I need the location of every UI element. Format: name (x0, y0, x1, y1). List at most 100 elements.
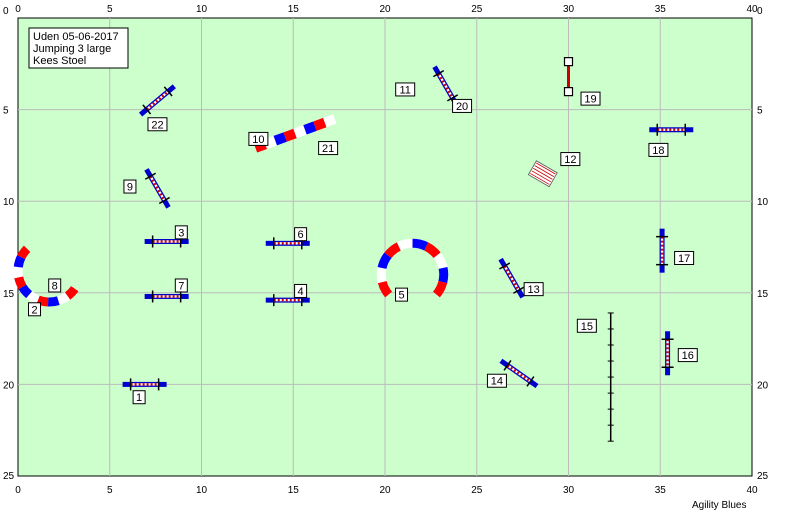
jump-pole-stripe (437, 73, 441, 76)
y-tick-right: 15 (757, 289, 769, 300)
obstacle-number-box (294, 283, 308, 298)
x-tick-bottom: 30 (563, 485, 575, 496)
jump-pole-stripe (161, 94, 165, 98)
jump-pole-stripe (666, 363, 669, 366)
jump-pole-stripe (138, 383, 141, 386)
obstacle-number-text: 15 (581, 321, 593, 333)
obstacle-number-box (677, 348, 698, 363)
jump-pole-stripe (152, 295, 155, 298)
obstacle-number-box (560, 152, 581, 167)
obstacle-number-box (174, 278, 188, 293)
obstacle-number-box (48, 278, 62, 293)
jump-pole-stripe (506, 364, 510, 368)
tunnel-segment (412, 238, 429, 251)
x-tick-top: 40 (746, 4, 758, 15)
jump-pole-stripe (150, 383, 153, 386)
jump-pole-stripe (513, 368, 517, 373)
tire-post (563, 57, 574, 67)
y-tick-right: 25 (757, 471, 769, 482)
obstacle-number-box (123, 179, 137, 194)
y-tick-left: 5 (3, 106, 9, 117)
jump-pole-stripe (510, 366, 514, 370)
jump-obstacle-9 (144, 168, 171, 209)
jump-pole-stripe (681, 128, 684, 131)
jump-pole-stripe (153, 182, 157, 186)
x-tick-bottom: 25 (471, 485, 483, 496)
jump-pole-stripe (273, 298, 276, 302)
course-info-line-3: Kees Stoel (33, 55, 86, 67)
jump-obstacle-1 (122, 378, 167, 391)
tunnel-segment (377, 280, 393, 298)
obstacle-number-text: 17 (678, 253, 690, 265)
obstacle-number-text: 6 (298, 229, 304, 241)
course-info-line-2: Jumping 3 large (33, 43, 111, 55)
jump-pole-stripe (509, 275, 513, 279)
obstacle-number-text: 10 (252, 134, 264, 146)
jump-pole-stripe (156, 295, 159, 298)
obstacle-number-text: 3 (178, 227, 184, 239)
obstacle-number-8: 8 (48, 278, 62, 293)
jump-pole-stripe (660, 244, 664, 247)
obstacle-number-14: 14 (486, 373, 507, 388)
jump-pole-stripe (441, 79, 445, 83)
tunnel-segment (14, 276, 27, 290)
jump-pole-stripe (677, 128, 680, 131)
obstacle-number-box (248, 131, 269, 146)
jump-upright (432, 70, 445, 78)
jump-pole-stripe (159, 192, 163, 196)
jump-pole-stripe (519, 373, 523, 377)
tire-obstacle-19 (563, 57, 574, 97)
jump-pole-stripe (164, 295, 167, 298)
jump-pole-stripe (516, 371, 520, 375)
jump-pole-stripe (661, 128, 664, 131)
weave-obstacle-12 (527, 160, 558, 188)
jump-obstacle-20 (432, 65, 459, 107)
obstacle-number-box (318, 141, 339, 156)
jump-pole-stripe (523, 375, 527, 379)
x-tick-bottom: 35 (655, 485, 667, 496)
y-tick-right: 20 (757, 380, 769, 391)
obstacle-number-7: 7 (174, 278, 188, 293)
obstacle-number-13: 13 (523, 282, 544, 297)
jump-pole-stripe (172, 295, 175, 298)
obstacle-number-text: 19 (584, 94, 596, 106)
obstacle-number-text: 12 (564, 154, 576, 166)
jump-pole-stripe (666, 355, 669, 358)
jump-pole-stripe (513, 282, 517, 286)
tunnel-obstacle-2 (13, 245, 79, 307)
jump-pole-stripe (281, 242, 284, 245)
obstacle-number-text: 18 (652, 145, 664, 157)
jump-pole-stripe (154, 383, 157, 386)
jump-pole-stripe (160, 240, 163, 243)
x-tick-top: 35 (655, 4, 667, 15)
x-tick-bottom: 5 (107, 485, 113, 496)
obstacle-number-box (395, 82, 416, 97)
jump-pole-stripe (445, 86, 449, 90)
jump-pole-stripe (142, 383, 145, 386)
obstacle-number-box (395, 287, 409, 302)
x-tick-bottom: 10 (196, 485, 208, 496)
obstacle-number-box (674, 250, 695, 265)
jump-pole-stripe (447, 90, 451, 94)
y-tick-right: 0 (757, 6, 763, 17)
tunnel-segment (273, 132, 287, 146)
jump-pole-stripe (164, 91, 168, 95)
obstacle-number-box (648, 142, 669, 157)
obstacle-number-1: 1 (132, 390, 146, 405)
obstacle-number-11: 11 (395, 82, 416, 97)
jump-upright (499, 262, 511, 270)
obstacle-number-box (576, 318, 597, 333)
obstacle-number-box (294, 227, 308, 242)
jump-pole-stripe (666, 347, 669, 350)
tunnel-segment (384, 242, 402, 259)
tunnel-segment (283, 128, 297, 142)
jump-pole-stripe (289, 298, 292, 302)
jump-pole-stripe (134, 383, 137, 386)
jump-pole-stripe (164, 240, 167, 243)
tunnel-segment (438, 267, 449, 284)
jump-pole-stripe (297, 298, 300, 302)
jump-pole-stripe (155, 186, 159, 189)
obstacle-number-10: 10 (248, 131, 269, 146)
weave-pole (530, 173, 550, 185)
jump-pole-stripe (439, 76, 443, 80)
